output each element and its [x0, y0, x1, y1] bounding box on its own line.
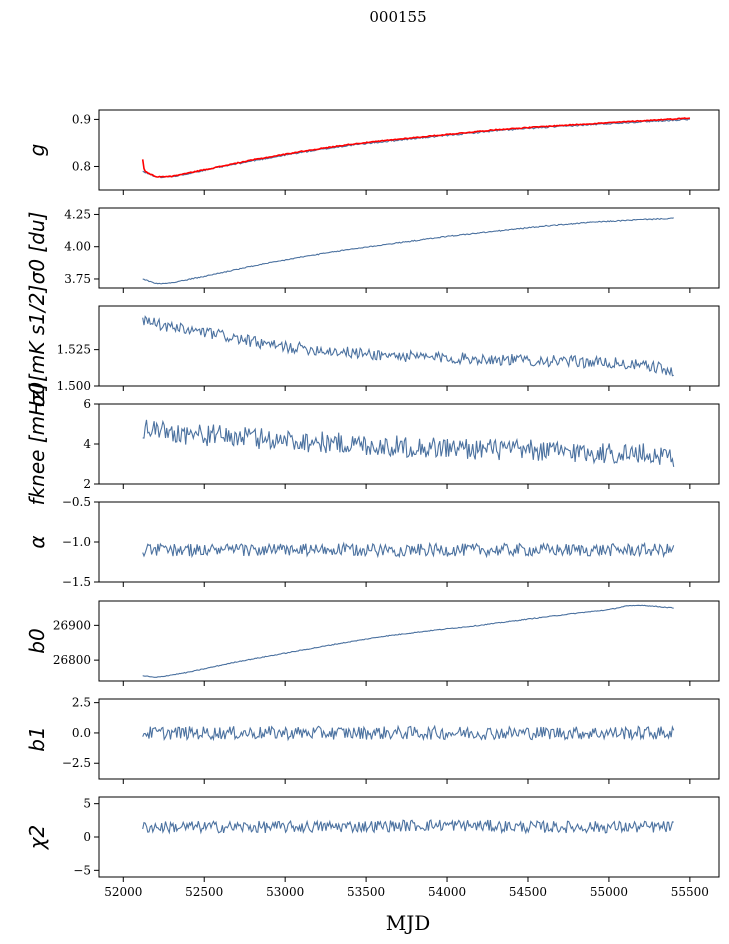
- y-tick-label: 0.0: [72, 726, 91, 740]
- y-axis-label: σ0[mK s1/2]: [25, 285, 49, 408]
- series-line-2-1: [142, 217, 674, 285]
- y-axis-label: g: [25, 144, 49, 157]
- y-tick-label: −1.5: [62, 575, 91, 589]
- axes-frame: [98, 698, 720, 780]
- series-line-8-1: [142, 819, 674, 835]
- y-tick-label: 4: [83, 437, 91, 451]
- axes-frame: [98, 305, 720, 387]
- x-axis-label: MJD: [386, 911, 431, 935]
- y-tick-label: 0.9: [72, 112, 91, 126]
- panel-5: −1.5 −1.0 −0.5 α: [25, 495, 720, 589]
- series-line-4-1: [142, 419, 675, 467]
- panel-1: 0.8 0.9 g: [25, 109, 720, 195]
- y-tick-label: 6: [83, 397, 91, 411]
- y-tick-label: −5: [73, 863, 91, 877]
- y-tick-label: 26800: [53, 653, 91, 667]
- y-tick-label: 2.5: [72, 696, 91, 710]
- panel-3: 1.500 1.525 σ0[mK s1/2]: [25, 285, 720, 408]
- panel-4: 2 4 6 fknee [mHz]: [25, 383, 720, 506]
- figure-title: 000155: [369, 8, 426, 26]
- x-tick-label: 54000: [428, 885, 466, 899]
- y-tick-label: 0.8: [72, 159, 91, 173]
- x-tick-label: 53000: [266, 885, 304, 899]
- series-line-1-1: [142, 118, 691, 179]
- y-tick-label: −1.0: [62, 535, 91, 549]
- y-tick-label: 26900: [53, 618, 91, 632]
- x-tick-label: 55500: [671, 885, 709, 899]
- y-tick-label: 0: [83, 830, 91, 844]
- panel-6: 26800 26900 b0: [25, 600, 720, 686]
- y-tick-label: 1.525: [57, 343, 91, 357]
- axes-frame: [98, 109, 720, 191]
- series-line-1-2: [141, 117, 691, 178]
- y-tick-label: 4.25: [64, 207, 91, 221]
- axes-frame: [98, 207, 720, 289]
- y-axis-label: b0: [25, 628, 49, 653]
- y-axis-label: b1: [25, 726, 49, 751]
- y-tick-label: 4.00: [64, 240, 91, 254]
- axes-frame: [98, 501, 720, 583]
- axes-frame: [98, 796, 720, 878]
- x-tick-label: 55000: [590, 885, 628, 899]
- y-tick-label: 1.500: [57, 379, 91, 393]
- y-axis-label: α: [25, 535, 49, 548]
- panel-2: 3.75 4.00 4.25 σ0 [du]: [25, 207, 720, 293]
- y-tick-label: 5: [83, 797, 91, 811]
- y-axis-label: fknee [mHz]: [25, 383, 49, 506]
- x-tick-label: 52000: [104, 885, 142, 899]
- series-line-7-1: [142, 724, 675, 742]
- x-tick-label: 53500: [347, 885, 385, 899]
- y-tick-label: −2.5: [62, 756, 91, 770]
- y-axis-label: σ0 [du]: [25, 212, 49, 285]
- panel-8: −5 0 5 52000 52500 53000 53500 54000 54500 55000 5…: [25, 796, 720, 899]
- panels: 0.8 0.9 g 3.75 4.00 4.25 σ0 [du] 1.500 1.525 σ0[m…: [25, 109, 720, 899]
- panel-7: −2.5 0.0 2.5 b1: [25, 696, 720, 784]
- y-tick-label: 3.75: [64, 272, 91, 286]
- series-line-6-1: [142, 604, 674, 678]
- y-tick-label: 2: [83, 477, 91, 491]
- y-tick-label: −0.5: [62, 495, 91, 509]
- series-line-5-1: [142, 541, 675, 559]
- x-tick-label: 54500: [509, 885, 547, 899]
- x-tick-label: 52500: [185, 885, 223, 899]
- series-line-3-1: [142, 315, 674, 377]
- y-axis-label: χ2: [25, 825, 49, 851]
- axes-frame: [98, 600, 720, 682]
